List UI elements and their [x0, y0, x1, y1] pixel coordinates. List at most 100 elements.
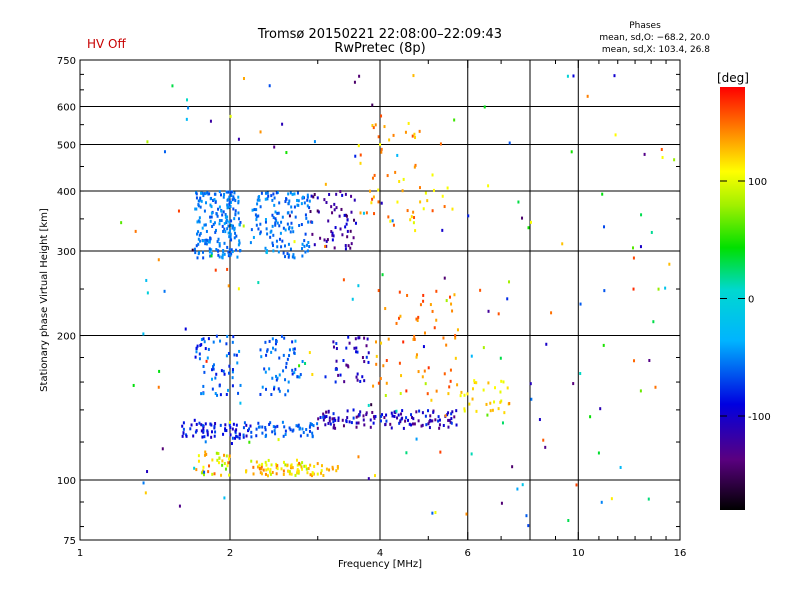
echo-point — [221, 463, 224, 467]
echo-point — [362, 418, 365, 422]
echo-point — [335, 469, 338, 473]
echo-point — [264, 425, 267, 429]
echo-point — [306, 193, 309, 197]
echo-point — [291, 466, 294, 470]
echo-point — [224, 213, 227, 217]
echo-point — [284, 463, 287, 467]
echo-point — [529, 382, 532, 386]
echo-point — [410, 413, 413, 417]
echo-point — [287, 211, 290, 215]
echo-point — [511, 465, 514, 469]
echo-point — [236, 361, 239, 365]
echo-point — [305, 428, 308, 432]
echo-point — [357, 336, 360, 340]
colorbar: [deg] 100 0 -100 — [717, 71, 771, 510]
echo-point — [483, 105, 486, 109]
echo-point — [202, 256, 205, 260]
echo-point — [348, 420, 351, 424]
echo-point — [198, 216, 201, 220]
echo-point — [359, 379, 362, 383]
echo-point — [489, 409, 492, 413]
echo-point — [196, 220, 199, 224]
echo-point — [304, 232, 307, 236]
echo-point — [415, 355, 418, 359]
echo-point — [214, 230, 217, 234]
echo-point — [297, 423, 300, 427]
echo-point — [632, 246, 635, 250]
echo-point — [220, 473, 223, 477]
echo-point — [516, 487, 519, 491]
echo-point — [223, 453, 226, 457]
echo-point — [286, 357, 289, 361]
echo-point — [402, 340, 405, 344]
echo-point — [639, 389, 642, 393]
echo-point — [242, 435, 245, 439]
echo-point — [258, 198, 261, 202]
echo-point — [365, 413, 368, 417]
echo-point — [250, 430, 253, 434]
echo-point — [234, 436, 237, 440]
echo-point — [214, 376, 217, 380]
echo-point — [473, 379, 476, 383]
echo-point — [429, 303, 432, 307]
echo-point — [255, 460, 258, 464]
echo-point — [308, 429, 311, 433]
echo-point — [237, 243, 240, 247]
echo-point — [196, 344, 199, 348]
echo-point — [330, 230, 333, 234]
echo-point — [227, 457, 230, 461]
echo-point — [211, 224, 214, 228]
echo-point — [288, 225, 291, 229]
echo-point — [356, 378, 359, 382]
echo-point — [431, 419, 434, 423]
echo-point — [255, 223, 258, 227]
echo-point — [359, 153, 362, 157]
echo-point — [237, 287, 240, 291]
echo-point — [266, 191, 269, 195]
echo-point — [287, 255, 290, 259]
echo-point — [211, 458, 214, 462]
echo-point — [294, 367, 297, 371]
echo-point — [454, 336, 457, 340]
echo-point — [599, 407, 602, 411]
echo-point — [431, 173, 434, 177]
echo-point — [393, 415, 396, 419]
echo-point — [205, 201, 208, 205]
echo-point — [233, 226, 236, 230]
echo-point — [200, 429, 203, 433]
echo-point — [206, 433, 209, 437]
echo-point — [309, 210, 312, 214]
echo-point — [673, 158, 676, 162]
echo-point — [281, 122, 284, 126]
echo-point — [182, 421, 185, 425]
echo-point — [264, 460, 267, 464]
echo-point — [453, 293, 456, 297]
echo-point — [508, 141, 511, 145]
echo-point — [418, 186, 421, 190]
echo-point — [235, 234, 238, 238]
echo-point — [268, 422, 271, 426]
echo-point — [275, 239, 278, 243]
echo-point — [238, 349, 241, 353]
echo-point — [223, 192, 226, 196]
echo-point — [200, 392, 203, 396]
echo-point — [224, 423, 227, 427]
echo-point — [600, 500, 603, 504]
echo-point — [586, 94, 589, 98]
echo-point — [203, 470, 206, 474]
echo-point — [237, 201, 240, 205]
echo-point — [274, 432, 277, 436]
echo-point — [216, 240, 219, 244]
echo-point — [285, 151, 288, 155]
echo-point — [203, 435, 206, 439]
echo-point — [225, 342, 228, 346]
echo-point — [302, 195, 305, 199]
echo-point — [542, 438, 545, 442]
echo-point — [210, 430, 213, 434]
echo-point — [282, 226, 285, 230]
echo-point — [354, 154, 357, 158]
echo-point — [380, 414, 383, 418]
echo-point — [293, 351, 296, 355]
echo-point — [308, 351, 311, 355]
echo-point — [229, 433, 232, 437]
